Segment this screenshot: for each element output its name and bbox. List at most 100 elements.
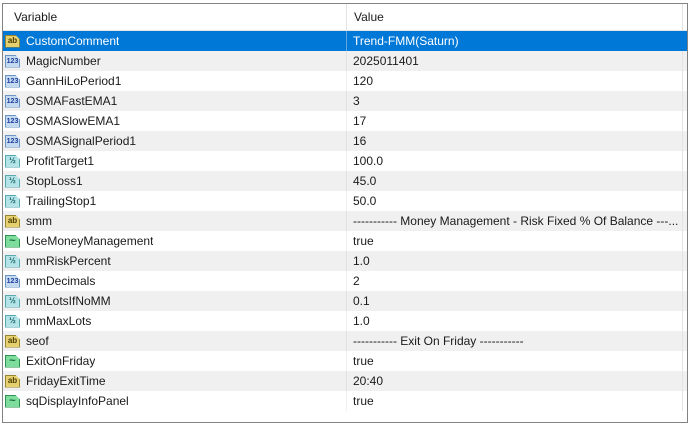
value-cell[interactable]: 0.1 — [347, 291, 683, 311]
bool-type-icon: ~ — [5, 234, 20, 248]
variable-cell-label: mmMaxLots — [26, 314, 92, 328]
variable-cell-label: StopLoss1 — [26, 174, 83, 188]
variable-cell-label: GannHiLoPeriod1 — [26, 74, 122, 88]
table-row[interactable]: ½ ProfitTarget1 100.0 — [3, 151, 687, 171]
value-cell[interactable]: 2025011401 — [347, 51, 683, 71]
table-row[interactable]: 123 OSMAFastEMA1 3 — [3, 91, 687, 111]
table-row[interactable]: ~ sqDisplayInfoPanel true — [3, 391, 687, 411]
variable-cell: ½ mmLotsIfNoMM — [3, 291, 347, 311]
variable-cell-label: OSMAFastEMA1 — [26, 94, 118, 108]
table-row[interactable]: 123 GannHiLoPeriod1 120 — [3, 71, 687, 91]
value-cell-label: 16 — [353, 134, 367, 148]
int-type-icon: 123 — [5, 74, 20, 88]
table-row[interactable]: 123 OSMASlowEMA1 17 — [3, 111, 687, 131]
bool-type-icon: ~ — [5, 354, 20, 368]
table-row[interactable]: ½ TrailingStop1 50.0 — [3, 191, 687, 211]
table-row[interactable]: ½ mmLotsIfNoMM 0.1 — [3, 291, 687, 311]
table-row[interactable]: 123 MagicNumber 2025011401 — [3, 51, 687, 71]
column-header-variable[interactable]: Variable — [3, 4, 347, 30]
value-cell[interactable]: 3 — [347, 91, 683, 111]
variable-cell: ~ ExitOnFriday — [3, 351, 347, 371]
variable-cell: 123 GannHiLoPeriod1 — [3, 71, 347, 91]
table-row[interactable]: ½ mmMaxLots 1.0 — [3, 311, 687, 331]
variable-cell: ½ ProfitTarget1 — [3, 151, 347, 171]
value-cell-label: 0.1 — [353, 294, 370, 308]
variable-cell-label: mmDecimals — [26, 274, 96, 288]
table-body: ab CustomComment Trend-FMM(Saturn) 123 M… — [3, 31, 687, 411]
value-cell[interactable]: ----------- Exit On Friday ----------- — [347, 331, 683, 351]
value-cell-label: 3 — [353, 94, 360, 108]
int-type-icon: 123 — [5, 134, 20, 148]
table-row[interactable]: ~ UseMoneyManagement true — [3, 231, 687, 251]
column-header-variable-label: Variable — [14, 10, 58, 24]
variable-cell: 123 OSMASlowEMA1 — [3, 111, 347, 131]
variable-cell-label: TrailingStop1 — [26, 194, 97, 208]
table-row[interactable]: ab CustomComment Trend-FMM(Saturn) — [3, 31, 687, 51]
value-cell[interactable]: 17 — [347, 111, 683, 131]
value-cell[interactable]: true — [347, 351, 683, 371]
variable-cell-label: FridayExitTime — [26, 374, 106, 388]
value-cell-label: 1.0 — [353, 254, 370, 268]
variable-cell-label: ProfitTarget1 — [26, 154, 95, 168]
string-type-icon: ab — [5, 34, 20, 48]
value-cell-label: 2 — [353, 274, 360, 288]
table-header: Variable Value — [3, 4, 687, 31]
value-cell[interactable]: 50.0 — [347, 191, 683, 211]
value-cell[interactable]: ----------- Money Management - Risk Fixe… — [347, 211, 683, 231]
double-type-icon: ½ — [5, 254, 20, 268]
double-type-icon: ½ — [5, 154, 20, 168]
value-cell[interactable]: 100.0 — [347, 151, 683, 171]
value-cell-label: true — [353, 234, 374, 248]
value-cell-label: true — [353, 354, 374, 368]
value-cell-label: 20:40 — [353, 374, 384, 388]
expert-inputs-table: Variable Value ab CustomComment Trend-FM… — [2, 3, 688, 423]
variable-cell: ab smm — [3, 211, 347, 231]
value-cell-label: 100.0 — [353, 154, 384, 168]
table-row[interactable]: ~ ExitOnFriday true — [3, 351, 687, 371]
table-row[interactable]: 123 OSMASignalPeriod1 16 — [3, 131, 687, 151]
value-cell[interactable]: 20:40 — [347, 371, 683, 391]
variable-cell: ab FridayExitTime — [3, 371, 347, 391]
variable-cell: 123 MagicNumber — [3, 51, 347, 71]
table-row[interactable]: ab FridayExitTime 20:40 — [3, 371, 687, 391]
value-cell-label: 120 — [353, 74, 374, 88]
variable-cell: ½ StopLoss1 — [3, 171, 347, 191]
string-type-icon: ab — [5, 374, 20, 388]
double-type-icon: ½ — [5, 294, 20, 308]
value-cell[interactable]: true — [347, 391, 683, 411]
int-type-icon: 123 — [5, 274, 20, 288]
value-cell[interactable]: Trend-FMM(Saturn) — [347, 31, 683, 51]
value-cell[interactable]: 120 — [347, 71, 683, 91]
variable-cell-label: mmLotsIfNoMM — [26, 294, 111, 308]
variable-cell: ½ TrailingStop1 — [3, 191, 347, 211]
value-cell-label: 17 — [353, 114, 367, 128]
value-cell[interactable]: 16 — [347, 131, 683, 151]
double-type-icon: ½ — [5, 194, 20, 208]
value-cell[interactable]: true — [347, 231, 683, 251]
value-cell-label: 45.0 — [353, 174, 377, 188]
variable-cell-label: seof — [26, 334, 49, 348]
value-cell[interactable]: 1.0 — [347, 311, 683, 331]
variable-cell-label: UseMoneyManagement — [26, 234, 154, 248]
variable-cell-label: ExitOnFriday — [26, 354, 96, 368]
int-type-icon: 123 — [5, 54, 20, 68]
table-row[interactable]: ab seof ----------- Exit On Friday -----… — [3, 331, 687, 351]
column-header-value[interactable]: Value — [347, 4, 683, 30]
value-cell[interactable]: 1.0 — [347, 251, 683, 271]
value-cell[interactable]: 45.0 — [347, 171, 683, 191]
table-row[interactable]: ½ StopLoss1 45.0 — [3, 171, 687, 191]
variable-cell-label: MagicNumber — [26, 54, 101, 68]
variable-cell-label: sqDisplayInfoPanel — [26, 394, 129, 408]
variable-cell: 123 OSMAFastEMA1 — [3, 91, 347, 111]
double-type-icon: ½ — [5, 314, 20, 328]
variable-cell-label: OSMASlowEMA1 — [26, 114, 121, 128]
table-row[interactable]: 123 mmDecimals 2 — [3, 271, 687, 291]
column-header-value-label: Value — [354, 10, 384, 24]
variable-cell: ½ mmRiskPercent — [3, 251, 347, 271]
value-cell-label: Trend-FMM(Saturn) — [353, 34, 459, 48]
value-cell[interactable]: 2 — [347, 271, 683, 291]
variable-cell-label: CustomComment — [26, 34, 120, 48]
table-row[interactable]: ½ mmRiskPercent 1.0 — [3, 251, 687, 271]
table-row[interactable]: ab smm ----------- Money Management - Ri… — [3, 211, 687, 231]
variable-cell: ~ UseMoneyManagement — [3, 231, 347, 251]
